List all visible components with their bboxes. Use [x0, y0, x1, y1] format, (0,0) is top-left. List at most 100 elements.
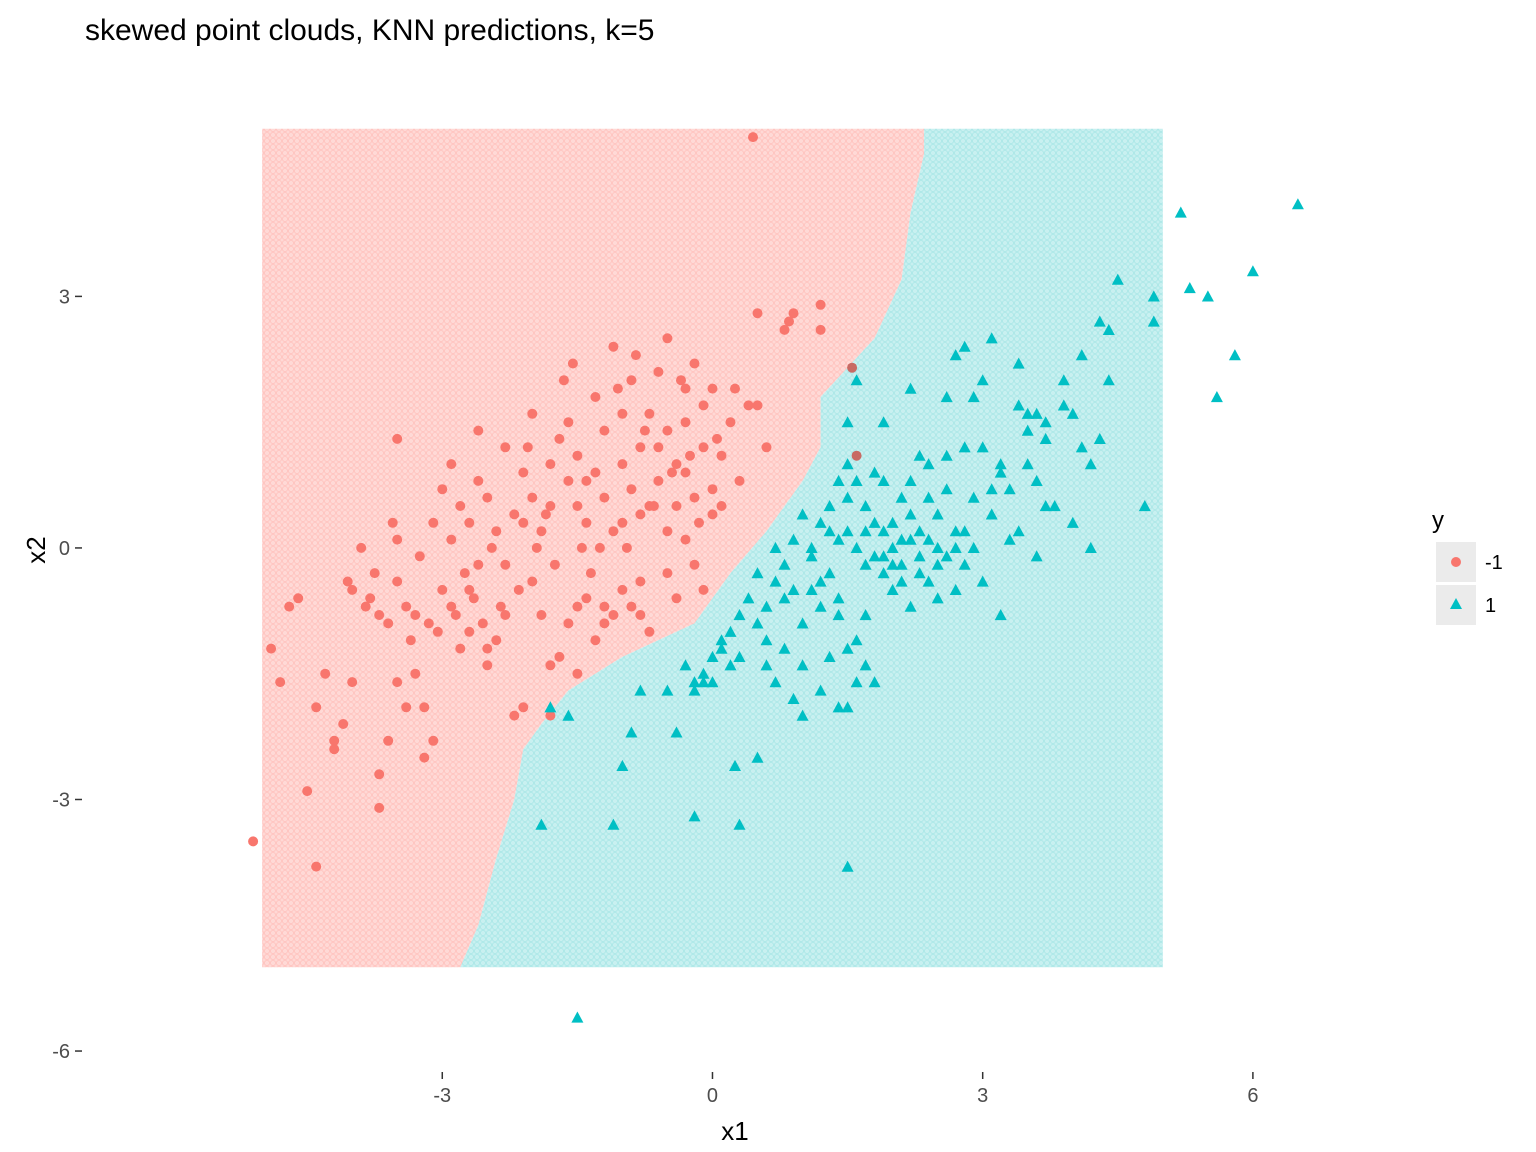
point-pos-41	[850, 541, 863, 553]
point-pos-97	[967, 541, 980, 553]
chart-title: skewed point clouds, KNN predictions, k=…	[85, 14, 654, 47]
point-pos-46	[796, 508, 809, 520]
point-neg-153	[667, 467, 677, 478]
point-pos-121	[868, 516, 881, 528]
point-pos-17	[1075, 441, 1088, 453]
point-neg-143	[513, 584, 524, 595]
point-neg-22	[392, 677, 403, 688]
point-pos-31	[958, 441, 971, 453]
point-pos-132	[1057, 399, 1070, 411]
point-neg-38	[464, 626, 475, 637]
point-neg-54	[563, 618, 574, 629]
point-pos-148	[886, 541, 899, 553]
point-neg-29	[410, 610, 421, 620]
point-neg-74	[680, 534, 691, 545]
point-pos-134	[913, 550, 926, 562]
point-pos-82	[868, 676, 881, 688]
legend-label-pos: 1	[1485, 595, 1496, 617]
point-neg-109	[626, 484, 637, 495]
point-pos-117	[688, 684, 701, 696]
point-neg-55	[572, 668, 583, 679]
point-pos-44	[823, 500, 836, 512]
point-pos-63	[616, 759, 629, 771]
point-pos-13	[1057, 374, 1070, 386]
point-neg-175	[545, 710, 556, 721]
point-neg-168	[567, 358, 578, 369]
point-pos-112	[805, 550, 818, 562]
point-neg-130	[734, 475, 745, 486]
point-pos-160	[895, 558, 908, 570]
point-pos-42	[841, 525, 854, 537]
point-pos-10	[1102, 323, 1115, 335]
point-pos-167	[823, 650, 836, 662]
point-pos-16	[1093, 432, 1106, 444]
point-neg-61	[599, 601, 610, 612]
point-pos-151	[940, 483, 953, 495]
point-neg-108	[617, 408, 628, 419]
point-neg-119	[671, 501, 682, 511]
point-neg-155	[694, 517, 704, 528]
point-neg-123	[689, 492, 700, 503]
point-neg-115	[653, 475, 664, 486]
y-tick-label-1: -3	[52, 789, 70, 811]
point-neg-70	[653, 442, 664, 453]
legend-marker-neg	[1451, 557, 1461, 567]
point-neg-124	[698, 400, 709, 411]
point-neg-97	[563, 417, 574, 428]
point-neg-32	[428, 735, 439, 746]
point-pos-145	[841, 458, 854, 470]
point-pos-166	[796, 659, 809, 671]
point-neg-62	[608, 610, 619, 620]
point-pos-43	[832, 533, 845, 545]
point-pos-170	[724, 659, 737, 671]
point-pos-135	[931, 592, 944, 604]
point-pos-113	[787, 583, 800, 595]
point-neg-164	[639, 425, 650, 436]
point-pos-163	[949, 525, 962, 537]
point-pos-102	[1030, 550, 1043, 562]
point-neg-89	[509, 509, 520, 520]
point-pos-91	[904, 600, 917, 612]
point-pos-47	[787, 533, 800, 545]
point-neg-66	[635, 610, 646, 620]
point-misclassified-0	[847, 362, 858, 373]
point-neg-100	[581, 517, 592, 528]
point-pos-169	[859, 609, 872, 621]
point-pos-6	[1210, 391, 1223, 403]
point-pos-101	[1012, 525, 1025, 537]
x-tick-label-1: 0	[707, 1085, 718, 1107]
point-pos-119	[670, 726, 683, 738]
point-neg-33	[428, 517, 439, 528]
point-neg-132	[752, 400, 763, 411]
point-neg-170	[676, 375, 686, 386]
point-pos-139	[850, 374, 863, 386]
point-pos-156	[913, 449, 926, 461]
point-pos-86	[805, 583, 818, 595]
point-neg-41	[482, 660, 493, 671]
point-neg-141	[585, 568, 596, 579]
point-neg-0	[748, 132, 758, 143]
point-neg-40	[473, 559, 484, 570]
point-neg-68	[644, 626, 655, 637]
point-pos-154	[994, 458, 1007, 470]
point-neg-58	[581, 593, 592, 604]
point-neg-80	[437, 484, 448, 495]
x-tick-label-3: 6	[1247, 1085, 1258, 1107]
point-pos-15	[1066, 407, 1079, 419]
point-neg-126	[707, 383, 718, 394]
point-neg-161	[342, 576, 353, 587]
point-pos-2	[1246, 265, 1259, 277]
point-pos-64	[607, 818, 620, 830]
point-neg-26	[401, 702, 412, 713]
point-pos-4	[1201, 290, 1214, 302]
point-neg-139	[784, 316, 794, 327]
point-pos-69	[688, 810, 701, 822]
point-neg-63	[617, 584, 628, 595]
point-neg-65	[626, 601, 637, 612]
point-neg-39	[464, 584, 475, 595]
point-pos-87	[796, 617, 809, 629]
point-neg-137	[815, 299, 826, 310]
point-pos-45	[814, 516, 827, 528]
point-neg-2	[311, 861, 322, 872]
